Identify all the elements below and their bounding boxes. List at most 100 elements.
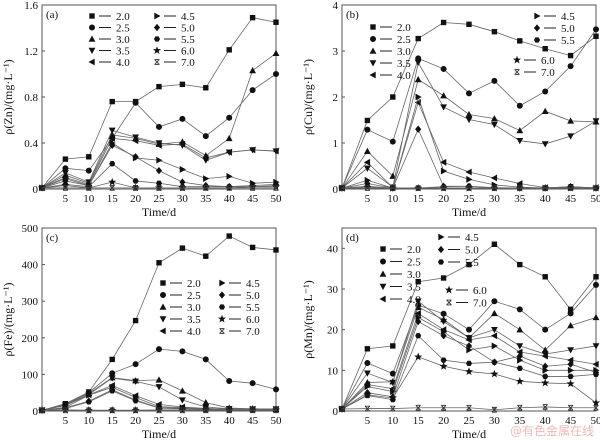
data-point-5.0-t20 xyxy=(132,153,139,161)
legend-label-5.0: 5.0 xyxy=(181,23,195,35)
series-3.5 xyxy=(338,59,600,192)
data-point-2.5-t35 xyxy=(516,102,523,109)
data-point-3.0-t35 xyxy=(202,399,210,406)
x-tick-label: 10 xyxy=(83,415,95,427)
data-point-2.5-t45 xyxy=(249,380,256,387)
data-point-3.5-t20 xyxy=(132,134,140,141)
data-point-2.0-t10 xyxy=(86,154,92,160)
data-point-3.5-t5 xyxy=(363,165,371,172)
x-tick-label: 40 xyxy=(540,193,552,205)
data-point-2.0-t5 xyxy=(364,117,371,124)
data-point-2.5-t35 xyxy=(202,133,209,140)
series-2.0 xyxy=(339,241,599,412)
data-point-2.5-t40 xyxy=(542,326,549,333)
x-tick-label: 35 xyxy=(514,415,526,427)
x-tick-label: 30 xyxy=(177,193,189,205)
data-point-5.5-t50 xyxy=(592,371,600,378)
legend-label-4.5: 4.5 xyxy=(465,232,479,244)
data-point-3.0-t30 xyxy=(490,115,498,122)
data-point-2.0-t35 xyxy=(203,253,209,259)
data-point-7.0-t45 xyxy=(567,185,574,191)
series-7.0 xyxy=(339,404,599,413)
y-tick-label: 40 xyxy=(327,243,339,255)
data-point-7.0-t20 xyxy=(440,185,447,191)
data-point-3.0-t45 xyxy=(249,67,257,74)
y-tick-label: 0 xyxy=(333,184,339,196)
data-point-4.0-t25 xyxy=(465,336,472,344)
legend-label-2.5: 2.5 xyxy=(407,257,421,269)
data-point-2.5-t25 xyxy=(465,90,472,97)
legend-marker-2.0 xyxy=(370,24,376,30)
y-axis-title: ρ(Fe)/(mg·L⁻¹) xyxy=(1,283,15,357)
data-point-2.5-t5 xyxy=(364,360,371,367)
legend-label-2.5: 2.5 xyxy=(187,290,201,302)
legend-label-2.0: 2.0 xyxy=(407,244,421,256)
data-point-3.5-t35 xyxy=(516,138,524,145)
data-point-3.0-t35 xyxy=(516,326,524,333)
data-point-4.0-t50 xyxy=(592,360,599,368)
data-point-6.0-t40 xyxy=(541,378,550,387)
data-point-5.5-t30 xyxy=(491,359,498,365)
x-tick-label: 15 xyxy=(107,415,119,427)
panel-a: 5 10 15 20 25 30 35 40 45 50 0 0.4 0.8 1.2 1.6 Time/d ρ(… xyxy=(1,0,282,219)
x-axis-title: Time/d xyxy=(142,427,176,441)
data-point-7.0-t35 xyxy=(517,185,523,191)
data-point-2.0-t35 xyxy=(517,38,523,44)
panel-d: 5 10 15 20 25 30 35 40 45 50 0 10 20 30 40 Time/d ρ(Mn)/… xyxy=(301,227,600,441)
x-tick-label: 15 xyxy=(413,415,425,427)
data-point-2.0-t20 xyxy=(440,275,447,281)
data-point-4.0-t30 xyxy=(178,140,186,148)
y-tick-label: 1.6 xyxy=(24,0,38,12)
legend-marker-2.5 xyxy=(89,24,96,31)
legend-marker-5.5 xyxy=(437,259,445,265)
data-point-3.0-t40 xyxy=(541,107,549,114)
data-point-3.5-t20 xyxy=(132,378,140,385)
legend-marker-2.5 xyxy=(160,291,167,298)
data-point-5.0-t25 xyxy=(155,166,163,175)
series-line-2.0 xyxy=(41,17,277,189)
data-point-5.5-t15 xyxy=(415,333,422,339)
y-tick-label: 200 xyxy=(22,333,39,345)
data-point-7.0-t35 xyxy=(517,404,523,411)
data-point-5.0-t15 xyxy=(415,125,422,133)
data-point-2.5-t25 xyxy=(156,346,163,353)
data-point-7.0-t30 xyxy=(491,185,498,191)
x-tick-label: 5 xyxy=(365,193,371,205)
data-point-2.5-t30 xyxy=(179,115,186,122)
legend-marker-3.0 xyxy=(159,303,167,310)
legend-marker-6.0 xyxy=(444,285,454,294)
y-tick-label: 1 xyxy=(333,138,339,150)
data-point-2.0-t15 xyxy=(109,98,115,105)
legend-label-4.0: 4.0 xyxy=(116,57,130,69)
data-point-3.5-t35 xyxy=(516,343,524,350)
legend-marker-2.0 xyxy=(89,13,95,19)
legend-marker-4.0 xyxy=(159,327,166,335)
series-line-3.5 xyxy=(341,61,597,189)
data-point-7.0-t25 xyxy=(156,185,162,191)
legend-marker-4.5 xyxy=(154,12,161,20)
data-point-4.0-t20 xyxy=(132,137,139,145)
data-point-3.0-t30 xyxy=(178,387,186,394)
data-point-4.0-t5 xyxy=(363,158,371,166)
y-tick-label: 10 xyxy=(327,365,339,377)
x-tick-label: 50 xyxy=(271,193,283,205)
x-tick-label: 20 xyxy=(130,193,142,205)
data-point-5.0-t40 xyxy=(542,362,549,370)
x-tick-label: 5 xyxy=(63,193,69,205)
data-point-6.0-t5 xyxy=(363,390,372,399)
data-point-3.0-t15 xyxy=(414,75,422,83)
legend-marker-5.0 xyxy=(153,23,161,32)
data-point-5.5-t20 xyxy=(440,357,447,363)
legend-marker-6.0 xyxy=(512,55,522,64)
data-point-2.0-t25 xyxy=(156,260,162,266)
data-point-4.0-t25 xyxy=(465,168,472,176)
x-tick-label: 30 xyxy=(177,415,189,427)
y-axis-title: ρ(Cu)/(mg·L⁻¹) xyxy=(301,59,315,135)
y-axis-title: ρ(Mn)/(mg·L⁻¹) xyxy=(301,280,315,359)
data-point-2.0-t15 xyxy=(415,278,421,285)
legend-marker-4.0 xyxy=(369,71,376,79)
data-point-5.5-t25 xyxy=(465,360,473,367)
legend-marker-7.0 xyxy=(219,328,225,334)
data-point-2.0-t35 xyxy=(517,261,523,268)
data-point-7.0-t5 xyxy=(364,185,371,191)
